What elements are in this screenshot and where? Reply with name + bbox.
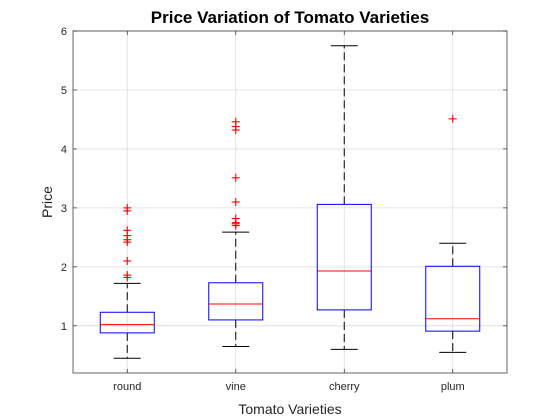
outlier-marker [231,214,240,223]
x-tick-label: round [113,381,141,393]
y-tick-label: 2 [61,262,67,274]
iqr-box [99,311,155,334]
y-tick-label: 3 [61,203,67,215]
outlier-marker [231,117,240,126]
y-tick-label: 5 [61,85,67,97]
iqr-box [316,203,372,311]
tick-labels: 1 2 3 4 5 6 round vine cherry plum [61,26,465,393]
x-tick-label: vine [226,381,246,393]
x-axis-label: Tomato Varieties [238,401,341,417]
outlier-marker [123,271,132,280]
y-axis-label: Price [39,186,55,218]
axes-frame [72,30,508,374]
box-round [99,203,155,359]
iqr-box [425,265,481,332]
y-tick-label: 1 [61,321,67,333]
box-plum [425,114,481,353]
y-tick-label: 6 [61,26,67,38]
box-vine [208,117,264,347]
plot-area [73,31,507,373]
x-tick-label: plum [441,381,465,393]
outlier-marker [231,198,240,206]
chart-title: Price Variation of Tomato Varieties [151,8,429,27]
outlier-marker [231,173,240,182]
x-tick-label: cherry [329,381,360,393]
outlier-marker [123,256,132,265]
outlier-marker [448,114,457,123]
box-cherry [316,45,372,350]
axes-layer [72,30,508,374]
y-tick-label: 4 [61,144,67,156]
outlier-marker [123,203,132,212]
boxes-layer [99,45,481,359]
outlier-marker [123,226,132,235]
iqr-box [208,282,264,321]
